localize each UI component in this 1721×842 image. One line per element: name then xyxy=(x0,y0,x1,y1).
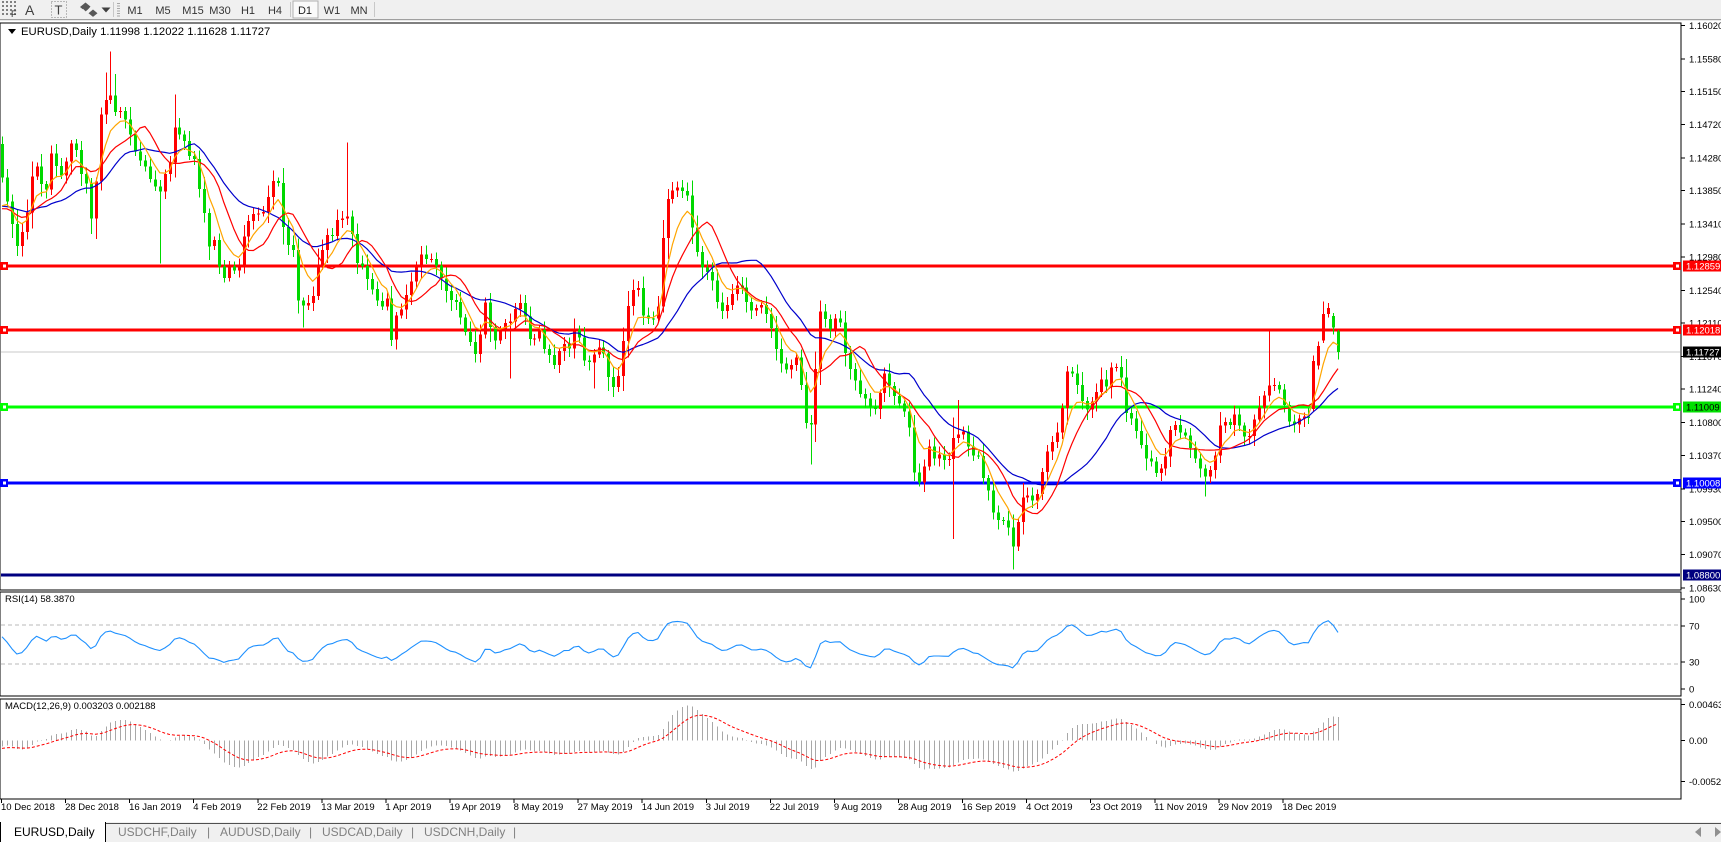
svg-text:22 Jul 2019: 22 Jul 2019 xyxy=(770,802,819,813)
svg-text:1.15580: 1.15580 xyxy=(1689,54,1721,65)
svg-text:4 Feb 2019: 4 Feb 2019 xyxy=(193,802,241,813)
svg-text:1.08630: 1.08630 xyxy=(1689,583,1721,594)
svg-text:3 Jul 2019: 3 Jul 2019 xyxy=(706,802,750,813)
svg-text:1.10800: 1.10800 xyxy=(1689,418,1721,429)
svg-text:1.12018: 1.12018 xyxy=(1686,326,1720,337)
svg-text:0.00463: 0.00463 xyxy=(1689,700,1721,711)
svg-text:23 Oct 2019: 23 Oct 2019 xyxy=(1090,802,1142,813)
svg-text:1.13850: 1.13850 xyxy=(1689,186,1721,197)
svg-text:10 Dec 2018: 10 Dec 2018 xyxy=(1,802,55,813)
svg-text:1.09500: 1.09500 xyxy=(1689,517,1721,528)
svg-text:1.12859: 1.12859 xyxy=(1686,262,1720,273)
svg-text:28 Aug 2019: 28 Aug 2019 xyxy=(898,802,951,813)
svg-text:1.12110: 1.12110 xyxy=(1689,319,1721,330)
svg-text:W1: W1 xyxy=(324,5,341,17)
svg-text:19 Apr 2019: 19 Apr 2019 xyxy=(450,802,501,813)
svg-text:1.11727: 1.11727 xyxy=(1686,348,1720,359)
svg-text:1.10008: 1.10008 xyxy=(1686,479,1720,490)
svg-text:1.11009: 1.11009 xyxy=(1686,402,1720,413)
svg-text:16 Jan 2019: 16 Jan 2019 xyxy=(129,802,181,813)
svg-text:1.15150: 1.15150 xyxy=(1689,87,1721,98)
svg-text:T: T xyxy=(55,3,63,18)
svg-text:30: 30 xyxy=(1689,658,1700,669)
svg-text:13 Mar 2019: 13 Mar 2019 xyxy=(321,802,374,813)
svg-text:M1: M1 xyxy=(127,5,142,17)
svg-text:100: 100 xyxy=(1689,595,1705,606)
svg-text:F: F xyxy=(11,9,17,19)
svg-text:0.00: 0.00 xyxy=(1689,736,1708,747)
svg-text:USDCNH,Daily: USDCNH,Daily xyxy=(424,825,505,839)
svg-text:14 Jun 2019: 14 Jun 2019 xyxy=(642,802,694,813)
svg-text:9 Aug 2019: 9 Aug 2019 xyxy=(834,802,882,813)
svg-text:1.09070: 1.09070 xyxy=(1689,550,1721,561)
svg-text:28 Dec 2018: 28 Dec 2018 xyxy=(65,802,119,813)
svg-text:EURUSD,Daily: EURUSD,Daily xyxy=(14,825,95,839)
svg-text:RSI(14) 58.3870: RSI(14) 58.3870 xyxy=(5,594,75,605)
svg-text:MACD(12,26,9) 0.003203 0.00218: MACD(12,26,9) 0.003203 0.002188 xyxy=(5,701,156,712)
svg-text:16 Sep 2019: 16 Sep 2019 xyxy=(962,802,1016,813)
svg-text:|: | xyxy=(309,825,312,839)
svg-text:1 Apr 2019: 1 Apr 2019 xyxy=(385,802,431,813)
svg-text:-0.00529: -0.00529 xyxy=(1689,777,1721,788)
svg-text:1.09930: 1.09930 xyxy=(1689,484,1721,495)
svg-text:1.08800: 1.08800 xyxy=(1686,570,1720,581)
svg-text:M15: M15 xyxy=(182,5,203,17)
svg-text:1.11240: 1.11240 xyxy=(1689,385,1721,396)
svg-text:H4: H4 xyxy=(268,5,282,17)
svg-text:1.14720: 1.14720 xyxy=(1689,120,1721,131)
svg-text:H1: H1 xyxy=(241,5,255,17)
svg-text:1.16020: 1.16020 xyxy=(1689,21,1721,32)
svg-text:A: A xyxy=(25,2,35,18)
svg-text:11 Nov 2019: 11 Nov 2019 xyxy=(1154,802,1207,813)
svg-text:M30: M30 xyxy=(209,5,230,17)
svg-text:4 Oct 2019: 4 Oct 2019 xyxy=(1026,802,1072,813)
svg-text:USDCHF,Daily: USDCHF,Daily xyxy=(118,825,197,839)
svg-text:|: | xyxy=(411,825,414,839)
svg-text:EURUSD,Daily 1.11998 1.12022: EURUSD,Daily 1.11998 1.12022 1.11628 1.1… xyxy=(21,26,270,38)
svg-text:M5: M5 xyxy=(155,5,170,17)
svg-text:0: 0 xyxy=(1689,685,1694,696)
svg-text:USDCAD,Daily: USDCAD,Daily xyxy=(322,825,403,839)
svg-text:|: | xyxy=(207,825,210,839)
svg-text:D1: D1 xyxy=(298,5,312,17)
svg-text:1.14280: 1.14280 xyxy=(1689,153,1721,164)
svg-text:22 Feb 2019: 22 Feb 2019 xyxy=(257,802,310,813)
svg-text:MN: MN xyxy=(350,5,367,17)
svg-text:1.12980: 1.12980 xyxy=(1689,252,1721,263)
svg-text:1.13410: 1.13410 xyxy=(1689,220,1721,231)
svg-text:|: | xyxy=(513,825,516,839)
svg-text:8 May 2019: 8 May 2019 xyxy=(514,802,564,813)
svg-text:1.10370: 1.10370 xyxy=(1689,451,1721,462)
svg-text:29 Nov 2019: 29 Nov 2019 xyxy=(1218,802,1272,813)
svg-text:18 Dec 2019: 18 Dec 2019 xyxy=(1282,802,1336,813)
svg-text:1.12540: 1.12540 xyxy=(1689,286,1721,297)
svg-text:27 May 2019: 27 May 2019 xyxy=(578,802,633,813)
svg-text:70: 70 xyxy=(1689,622,1700,633)
svg-text:AUDUSD,Daily: AUDUSD,Daily xyxy=(220,825,301,839)
